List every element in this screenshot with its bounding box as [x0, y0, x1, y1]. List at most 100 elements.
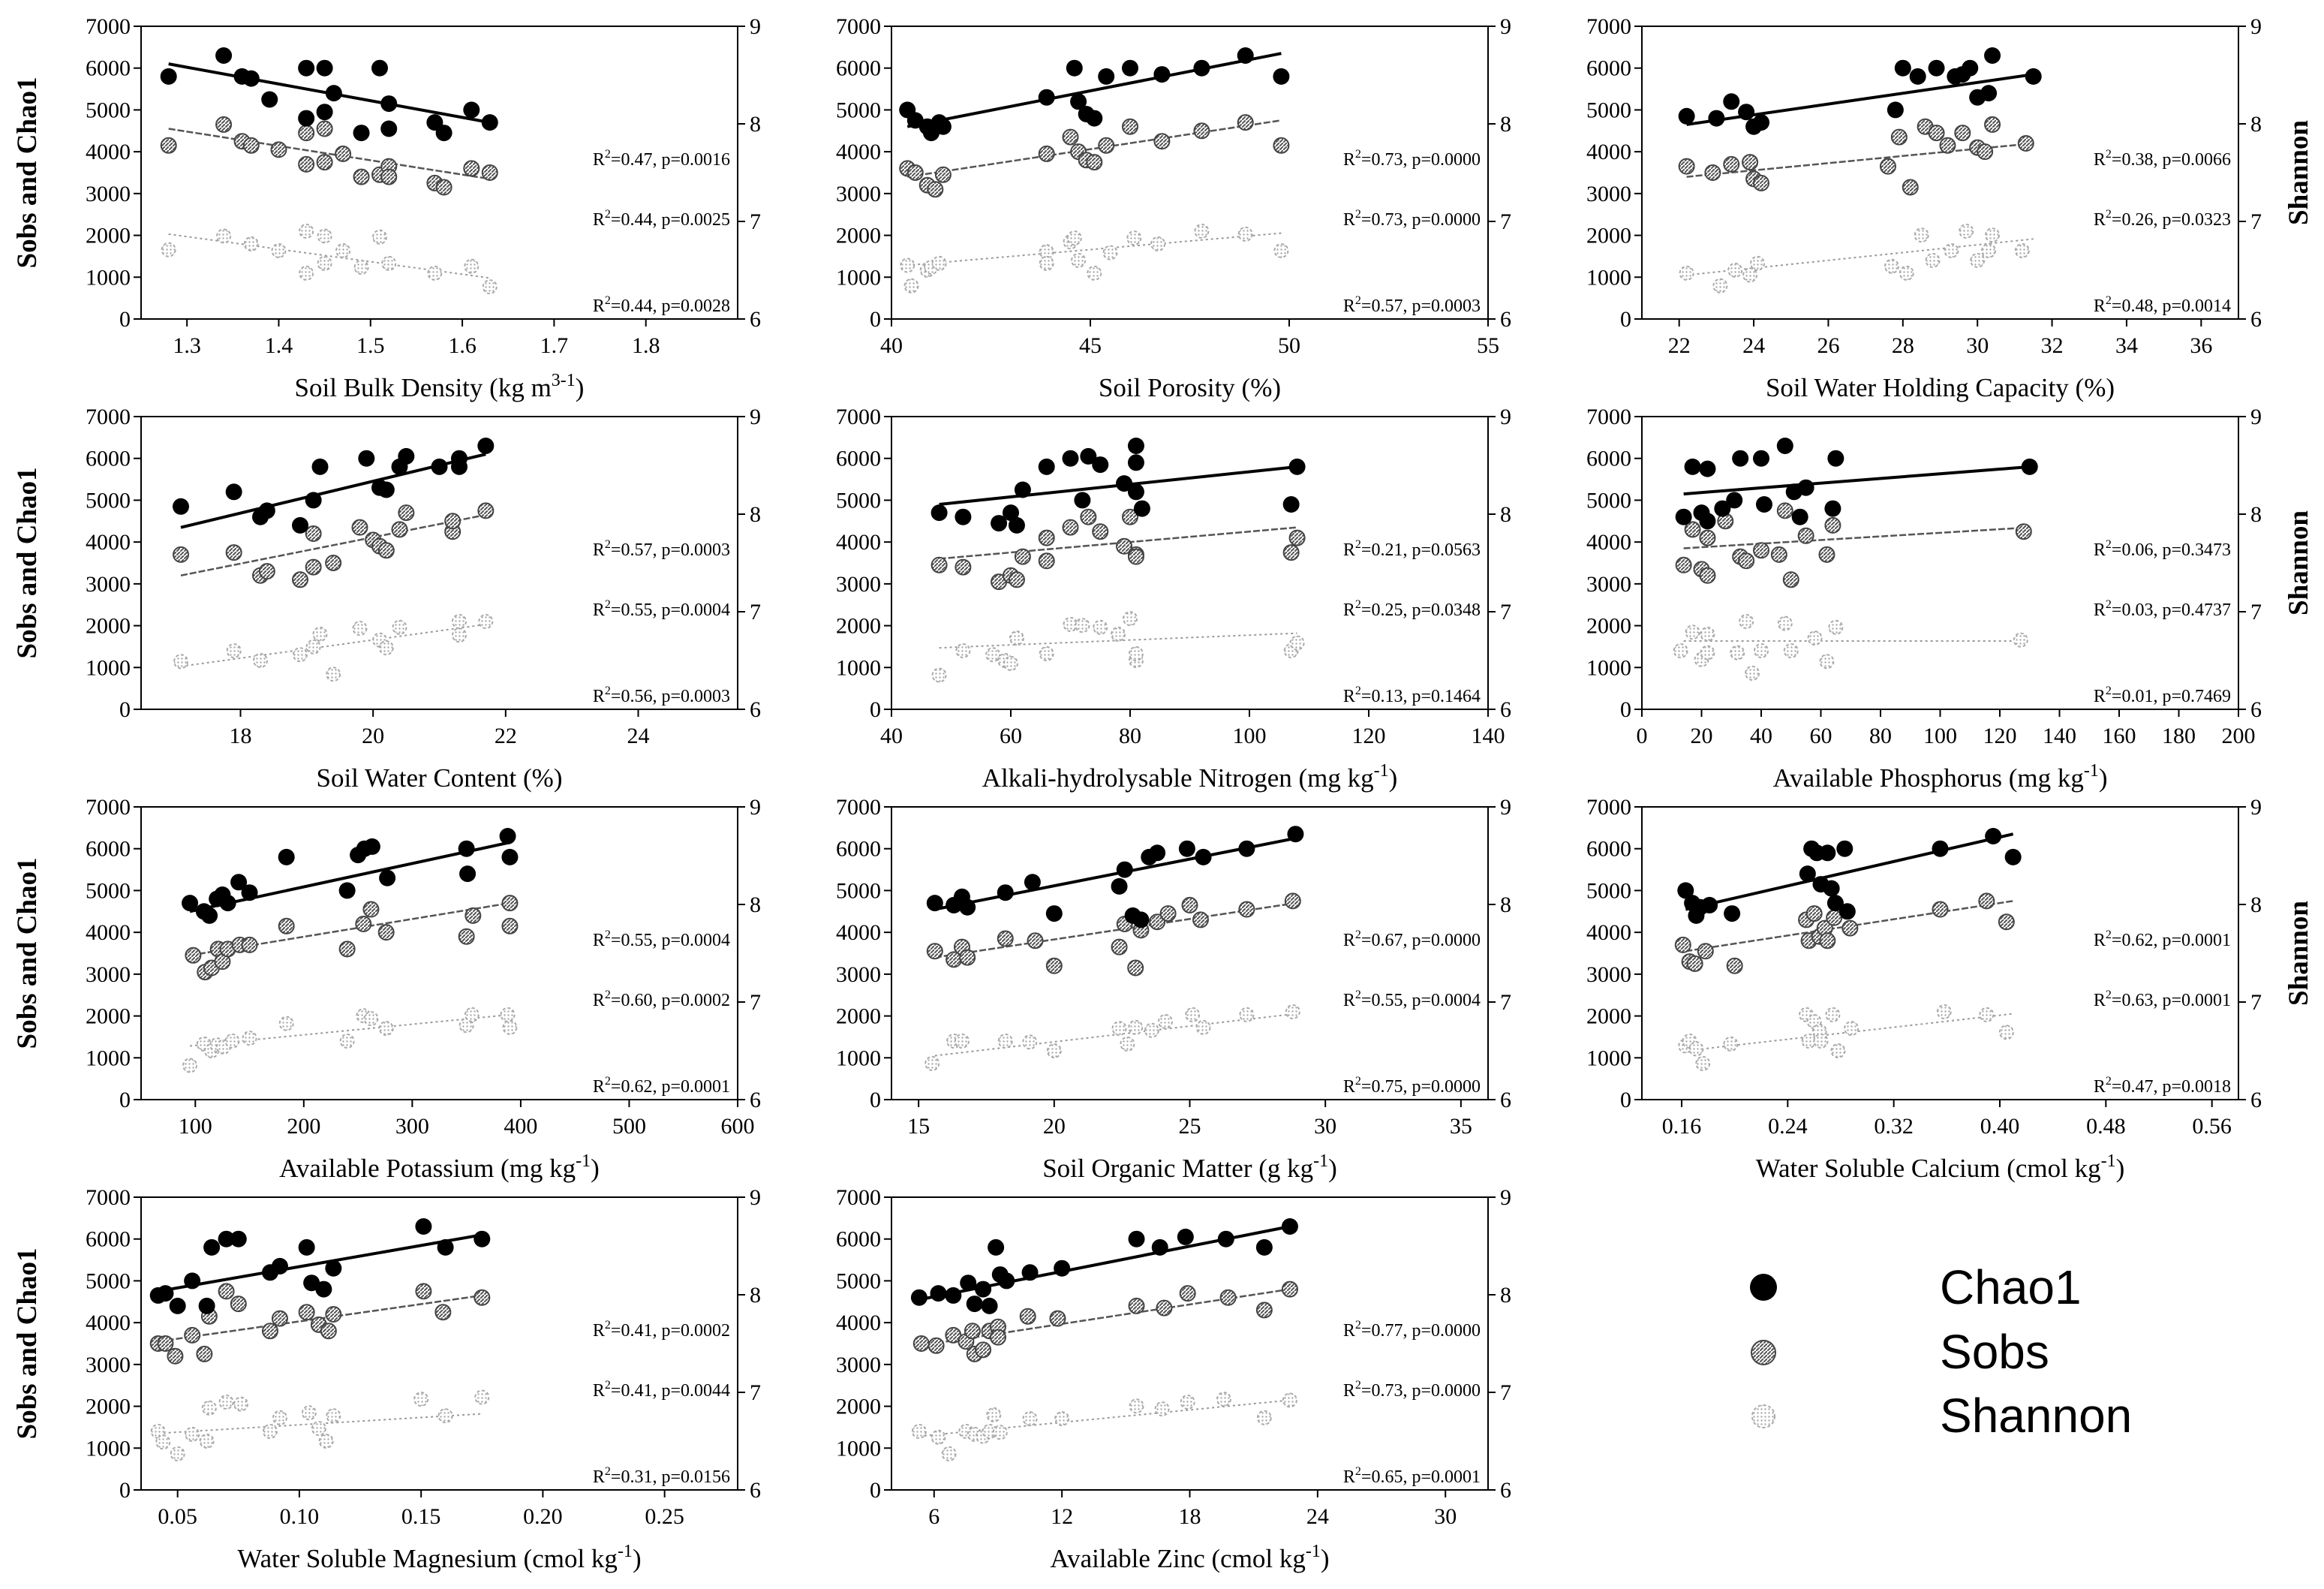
- chao1-point: [184, 1272, 201, 1290]
- x-tick-label: 55: [1477, 333, 1499, 358]
- shannon-point: [335, 243, 351, 258]
- chart-panel-5: 0 1000 2000 3000 4000 5000 6000 7000 6 7 8 9 40 60 80 1…: [836, 405, 1511, 793]
- chao1-point: [474, 1230, 491, 1247]
- chao1-point: [966, 1296, 983, 1313]
- x-tick-label: 0.40: [1980, 1114, 2020, 1139]
- sobs-point: [1192, 911, 1209, 928]
- chart-panel-8: 0 1000 2000 3000 4000 5000 6000 7000 6 7 8 9 15 20 25 3…: [836, 795, 1511, 1183]
- x-axis-label-tail: ): [2099, 763, 2108, 793]
- fit-stat-value: =0.73, p=0.0000: [1361, 210, 1481, 230]
- sobs-point: [1159, 905, 1177, 922]
- x-tick-label: 1.7: [540, 333, 569, 358]
- sobs-point: [157, 1335, 174, 1352]
- y2-tick-label: 9: [1500, 1185, 1511, 1210]
- y2-tick-label: 9: [750, 795, 761, 820]
- shannon-point: [1282, 1392, 1297, 1408]
- fit-stat-shannon: R2=0.57, p=0.0003: [1343, 294, 1481, 316]
- fit-stat-value: =0.57, p=0.0003: [611, 540, 730, 560]
- shannon-trend-line: [158, 1413, 483, 1434]
- chao1-point: [981, 1297, 998, 1314]
- shannon-point: [353, 260, 369, 275]
- r-squared-superscript: 2: [1355, 685, 1361, 697]
- fit-stat-value: =0.55, p=0.0004: [1361, 991, 1481, 1010]
- shannon-point: [413, 1392, 429, 1407]
- chao1-point: [1738, 104, 1755, 121]
- shannon-point: [911, 1424, 927, 1439]
- y2-tick-label: 6: [1500, 697, 1511, 722]
- chao1-point: [437, 1238, 454, 1256]
- sobs-point: [215, 116, 233, 133]
- sobs-point: [1062, 519, 1079, 536]
- x-tick-label: 24: [1742, 333, 1765, 358]
- chao1-point: [1080, 447, 1097, 465]
- fit-stat-value: =0.03, p=0.4737: [2112, 600, 2231, 620]
- chao1-point: [271, 1257, 288, 1275]
- chao1-point: [931, 504, 948, 522]
- chao1-point: [1062, 450, 1079, 467]
- y-tick-label: 6000: [86, 447, 131, 471]
- y2-tick-label: 7: [1500, 209, 1511, 234]
- shannon-point: [1723, 1036, 1739, 1052]
- sobs-point: [1697, 943, 1714, 960]
- chao1-point: [1928, 59, 1945, 77]
- shannon-point: [992, 1425, 1008, 1440]
- chao1-point: [1238, 840, 1255, 857]
- x-tick-label: 100: [1233, 724, 1267, 748]
- x-axis-label: Soil Bulk Density (kg m3-1): [295, 371, 585, 402]
- sobs-point: [477, 502, 495, 519]
- y2-tick-label: 7: [750, 600, 761, 624]
- y-tick-label: 7000: [86, 14, 131, 39]
- chao1-point: [1699, 460, 1716, 477]
- x-tick-label: 40: [1750, 724, 1772, 748]
- sobs-point: [1193, 122, 1210, 140]
- legend-shannon-marker: [1751, 1404, 1775, 1428]
- x-tick-label: 1.5: [356, 333, 385, 358]
- y2-axis-label: Shannon: [2283, 120, 2314, 225]
- fit-stat-value: =0.73, p=0.0000: [1361, 150, 1481, 170]
- r-squared-superscript: 2: [2106, 989, 2112, 1001]
- y-tick-label: 3000: [1586, 572, 1631, 597]
- sobs-point: [1153, 133, 1171, 150]
- y2-tick-label: 8: [750, 892, 761, 917]
- shannon-point: [201, 1400, 217, 1416]
- shannon-point: [2013, 632, 2028, 648]
- y2-tick-label: 7: [1500, 990, 1511, 1015]
- y-tick-label: 1000: [86, 265, 131, 290]
- y-tick-label: 4000: [836, 920, 881, 945]
- sobs-point: [912, 1335, 930, 1352]
- chao1-point: [1932, 840, 1949, 857]
- x-axis-label: Water Soluble Magnesium (cmol kg-1): [237, 1542, 641, 1573]
- shannon-point: [1256, 1410, 1272, 1425]
- fit-stat-value: =0.44, p=0.0025: [611, 210, 730, 230]
- fit-stat-value: =0.13, p=0.1464: [1361, 687, 1481, 706]
- chao1-point: [1281, 1218, 1298, 1235]
- sobs-point: [989, 1329, 1006, 1346]
- chao1-point: [225, 483, 242, 501]
- fit-stat-chao1: R2=0.41, p=0.0002: [593, 1319, 730, 1341]
- chao1-point: [1217, 1230, 1234, 1247]
- sobs-trend-line: [180, 513, 486, 576]
- legend-sobs-marker: [1751, 1340, 1776, 1365]
- shannon-point: [1154, 1401, 1170, 1417]
- y2-tick-label: 9: [2250, 14, 2262, 39]
- y-tick-label: 5000: [86, 1268, 131, 1293]
- fit-stat-sobs: R2=0.26, p=0.0323: [2094, 208, 2231, 230]
- shannon-point: [954, 1034, 970, 1049]
- shannon-point: [1700, 626, 1715, 642]
- chao1-point: [201, 907, 218, 924]
- shannon-point: [1123, 611, 1138, 627]
- shannon-point: [352, 621, 368, 637]
- chao1-point: [1098, 68, 1115, 85]
- r-squared-superscript: 2: [1355, 1319, 1361, 1332]
- sobs-point: [1038, 145, 1055, 162]
- sobs-point: [1797, 527, 1814, 544]
- y-tick-label: 3000: [836, 572, 881, 597]
- y-tick-label: 6000: [836, 1227, 881, 1252]
- chart-panel-2: 0 1000 2000 3000 4000 5000 6000 7000 6 7 8 9 40 45 50 5…: [836, 14, 1511, 402]
- shannon-point: [1936, 1004, 1952, 1019]
- x-axis-label: Available Zinc (cmol kg-1): [1050, 1542, 1329, 1573]
- chao1-point: [1074, 492, 1091, 509]
- sobs-point: [305, 525, 322, 542]
- x-tick-label: 24: [627, 724, 650, 748]
